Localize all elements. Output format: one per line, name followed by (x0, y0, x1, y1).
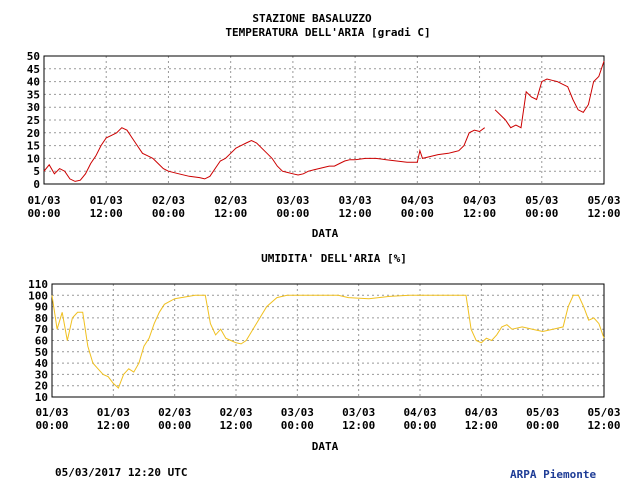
x-tick-label-date: 02/03 (219, 406, 252, 419)
x-tick-label-time: 00:00 (281, 419, 314, 432)
x-tick-label-date: 05/03 (525, 194, 558, 207)
y-tick-label: 50 (35, 346, 48, 359)
humidity-chart: 01/0300:0001/0312:0002/0300:0002/0312:00… (28, 278, 620, 432)
x-tick-label-time: 12:00 (214, 207, 247, 220)
x-tick-label-time: 00:00 (276, 207, 309, 220)
temperature-series-line (494, 60, 605, 129)
y-tick-label: 30 (35, 368, 48, 381)
humidity-chart-title: UMIDITA' DELL'ARIA [%] (261, 252, 407, 265)
x-tick-label-date: 03/03 (276, 194, 309, 207)
x-tick-label-time: 00:00 (35, 419, 68, 432)
x-tick-label-time: 12:00 (587, 207, 620, 220)
x-tick-label-time: 12:00 (342, 419, 375, 432)
x-tick-label-date: 03/03 (339, 194, 372, 207)
y-tick-label: 20 (35, 380, 48, 393)
x-tick-label-time: 00:00 (27, 207, 60, 220)
y-tick-label: 110 (28, 278, 48, 291)
y-tick-label: 20 (27, 127, 40, 140)
x-tick-label-date: 04/03 (463, 194, 496, 207)
x-tick-label-time: 12:00 (97, 419, 130, 432)
x-tick-label-date: 04/03 (465, 406, 498, 419)
y-tick-label: 50 (27, 50, 40, 63)
x-tick-label-date: 01/03 (97, 406, 130, 419)
y-tick-label: 35 (27, 88, 40, 101)
x-tick-label-time: 12:00 (465, 419, 498, 432)
x-tick-label-date: 05/03 (587, 194, 620, 207)
x-tick-label-date: 01/03 (35, 406, 68, 419)
x-tick-label-time: 12:00 (587, 419, 620, 432)
x-tick-label-time: 00:00 (525, 207, 558, 220)
x-tick-label-date: 04/03 (403, 406, 436, 419)
x-tick-label-date: 05/03 (587, 406, 620, 419)
plot-frame (51, 283, 605, 398)
x-tick-label-date: 01/03 (90, 194, 123, 207)
humidity-x-axis-label: DATA (312, 440, 339, 453)
y-tick-label: 90 (35, 301, 48, 314)
y-tick-label: 40 (35, 357, 48, 370)
y-tick-label: 70 (35, 323, 48, 336)
x-tick-label-date: 02/03 (152, 194, 185, 207)
x-tick-label-time: 00:00 (158, 419, 191, 432)
x-tick-label-time: 00:00 (526, 419, 559, 432)
temperature-x-axis-label: DATA (312, 227, 339, 240)
y-tick-label: 0 (33, 178, 40, 191)
timestamp-label: 05/03/2017 12:20 UTC (55, 466, 188, 479)
x-tick-label-date: 03/03 (281, 406, 314, 419)
y-tick-label: 15 (27, 140, 40, 153)
humidity-series-line (51, 294, 605, 389)
y-tick-label: 25 (27, 114, 40, 127)
x-tick-label-time: 12:00 (339, 207, 372, 220)
y-tick-label: 30 (27, 101, 40, 114)
station-title: STAZIONE BASALUZZO (252, 12, 372, 25)
x-tick-label-time: 00:00 (152, 207, 185, 220)
x-tick-label-date: 02/03 (158, 406, 191, 419)
x-tick-label-date: 01/03 (27, 194, 60, 207)
x-tick-label-date: 02/03 (214, 194, 247, 207)
x-tick-label-time: 12:00 (219, 419, 252, 432)
y-tick-label: 10 (35, 391, 48, 404)
y-tick-label: 80 (35, 312, 48, 325)
temperature-chart: 01/0300:0001/0312:0002/0300:0002/0312:00… (27, 50, 621, 220)
temperature-series-line (43, 127, 485, 182)
x-tick-label-time: 00:00 (401, 207, 434, 220)
x-tick-label-time: 12:00 (463, 207, 496, 220)
y-tick-label: 100 (28, 289, 48, 302)
y-tick-label: 40 (27, 76, 40, 89)
y-tick-label: 60 (35, 335, 48, 348)
x-tick-label-date: 03/03 (342, 406, 375, 419)
y-tick-label: 45 (27, 63, 40, 76)
y-tick-label: 10 (27, 152, 40, 165)
organization-label: ARPA Piemonte (510, 468, 597, 481)
x-tick-label-time: 00:00 (403, 419, 436, 432)
y-tick-label: 5 (33, 165, 40, 178)
x-tick-label-date: 05/03 (526, 406, 559, 419)
x-tick-label-date: 04/03 (401, 194, 434, 207)
temperature-chart-title: TEMPERATURA DELL'ARIA [gradi C] (225, 26, 430, 39)
plot-frame (43, 55, 605, 185)
x-tick-label-time: 12:00 (90, 207, 123, 220)
